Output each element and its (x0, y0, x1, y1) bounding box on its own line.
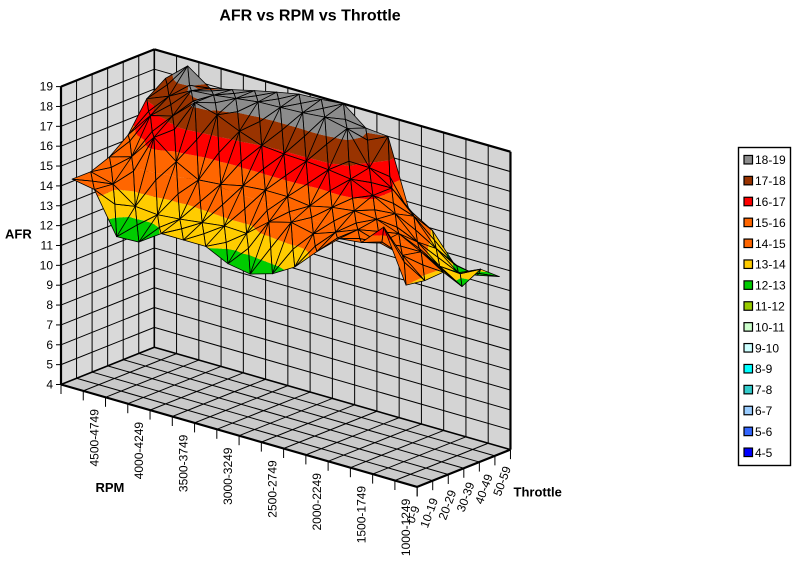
svg-text:16-17: 16-17 (755, 195, 786, 209)
svg-text:50-59: 50-59 (490, 464, 514, 498)
svg-text:2000-2249: 2000-2249 (310, 473, 324, 531)
svg-text:0-9: 0-9 (404, 504, 423, 525)
svg-text:12: 12 (40, 219, 54, 233)
svg-text:2500-2749: 2500-2749 (265, 460, 279, 518)
svg-text:10-11: 10-11 (755, 320, 785, 334)
svg-text:13-14: 13-14 (755, 258, 786, 272)
svg-text:8: 8 (46, 298, 53, 312)
svg-text:11: 11 (41, 238, 54, 252)
svg-text:3000-3249: 3000-3249 (221, 447, 235, 505)
svg-text:AFR vs RPM vs Throttle: AFR vs RPM vs Throttle (219, 8, 400, 25)
svg-text:AFR: AFR (5, 227, 32, 242)
svg-text:3500-3749: 3500-3749 (176, 434, 190, 492)
svg-text:5: 5 (46, 358, 53, 372)
svg-text:14-15: 14-15 (755, 237, 786, 251)
svg-text:6-7: 6-7 (755, 404, 773, 418)
svg-text:Throttle: Throttle (514, 485, 562, 500)
svg-text:16: 16 (40, 139, 54, 153)
svg-text:1000-1249: 1000-1249 (399, 498, 413, 556)
svg-text:18: 18 (40, 99, 54, 113)
svg-text:7: 7 (46, 318, 53, 332)
svg-text:6: 6 (46, 338, 53, 352)
svg-text:11-12: 11-12 (755, 300, 785, 314)
svg-text:12-13: 12-13 (755, 279, 786, 293)
svg-text:9: 9 (46, 278, 53, 292)
svg-text:8-9: 8-9 (755, 362, 773, 376)
svg-text:5-6: 5-6 (755, 425, 773, 439)
svg-text:19: 19 (40, 80, 54, 94)
svg-text:17-18: 17-18 (755, 174, 786, 188)
svg-text:RPM: RPM (96, 480, 125, 495)
svg-text:15-16: 15-16 (755, 216, 786, 230)
svg-text:1500-1749: 1500-1749 (355, 486, 369, 544)
svg-text:15: 15 (40, 159, 54, 173)
svg-text:7-8: 7-8 (755, 383, 773, 397)
svg-text:14: 14 (40, 179, 54, 193)
svg-text:10: 10 (40, 258, 54, 272)
svg-text:17: 17 (40, 119, 54, 133)
svg-text:13: 13 (40, 199, 54, 213)
svg-text:4-5: 4-5 (755, 446, 773, 460)
svg-text:4: 4 (46, 378, 53, 392)
svg-text:9-10: 9-10 (755, 341, 779, 355)
svg-text:18-19: 18-19 (755, 153, 786, 167)
svg-text:4000-4249: 4000-4249 (132, 422, 146, 480)
svg-text:4500-4749: 4500-4749 (87, 409, 101, 467)
